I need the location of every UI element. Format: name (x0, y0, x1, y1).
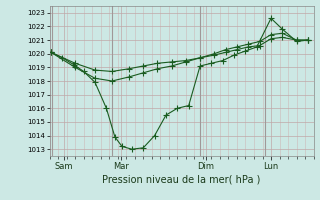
X-axis label: Pression niveau de la mer( hPa ): Pression niveau de la mer( hPa ) (102, 175, 261, 185)
